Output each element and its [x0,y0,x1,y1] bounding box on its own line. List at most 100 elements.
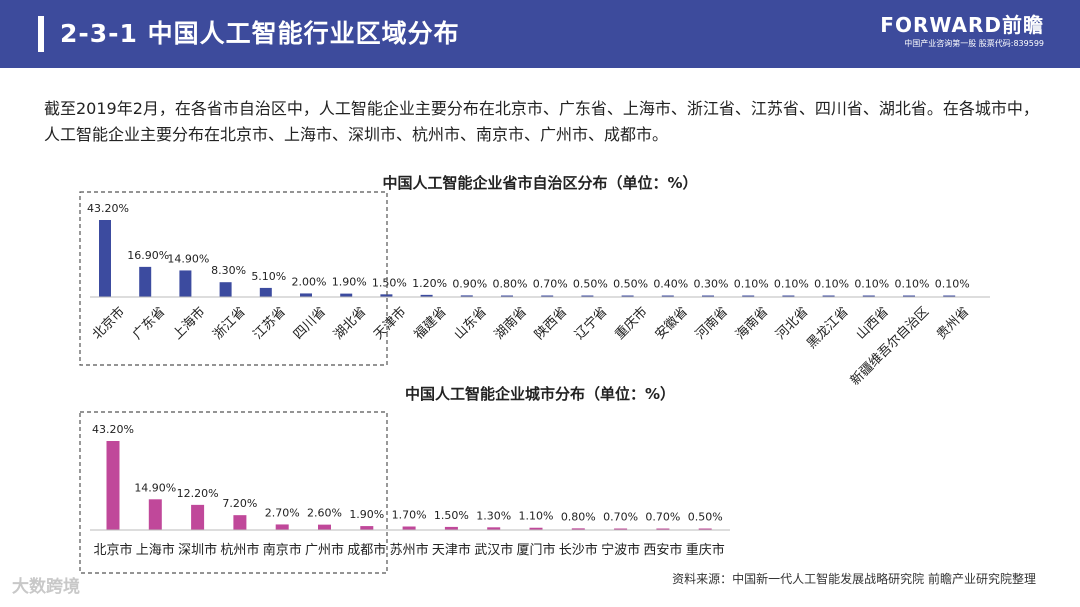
province-bar [460,295,473,297]
brand-logo-text: FORWARD前瞻 [880,13,1044,37]
province-bar [420,294,433,297]
city-bar [148,499,162,530]
city-bar [318,524,331,530]
province-category-label: 贵州省 [934,304,972,342]
city-value-label: 12.20% [177,487,219,500]
city-value-label: 1.30% [476,509,511,522]
province-value-label: 0.70% [533,278,568,291]
city-value-label: 0.70% [645,511,680,524]
province-bar [621,295,634,297]
province-value-label: 0.10% [854,278,889,291]
province-category-label: 重庆市 [612,304,651,343]
city-bar [275,524,289,530]
city-bar [698,528,712,530]
city-value-label: 43.20% [92,423,134,436]
city-category-label: 长沙市 [559,542,598,558]
city-bar [529,527,543,530]
city-category-label: 上海市 [136,542,175,558]
province-category-label: 陕西省 [532,304,570,342]
province-value-label: 14.90% [167,252,209,265]
city-bar [402,526,416,530]
province-value-label: 8.30% [211,264,246,277]
province-value-label: 0.50% [573,278,608,291]
province-category-label: 湖北省 [331,304,369,342]
province-value-label: 5.10% [251,270,286,283]
province-category-label: 安徽省 [653,304,691,342]
province-value-label: 2.00% [292,275,327,288]
province-category-label: 辽宁省 [572,304,611,343]
city-value-label: 7.20% [222,497,257,510]
city-chart-title: 中国人工智能企业城市分布（单位：%） [404,385,676,403]
province-category-label: 上海市 [170,304,209,343]
province-bar [380,294,393,297]
city-category-label: 厦门市 [516,542,555,558]
province-category-label: 河北省 [773,304,811,342]
province-category-label: 河南省 [692,304,731,343]
province-bar [661,295,674,297]
province-bar [139,266,152,297]
province-chart-title: 中国人工智能企业省市自治区分布（单位：%） [382,174,698,192]
province-bar [782,295,795,297]
province-category-label: 江苏省 [250,304,289,343]
province-value-label: 0.30% [694,278,729,291]
brand-logo: FORWARD前瞻 中国产业咨询第一股 股票代码:839599 [880,14,1044,50]
province-category-label: 湖南省 [491,304,530,343]
title-accent-bar [38,16,44,52]
province-category-label: 四川省 [291,304,329,342]
city-category-label: 天津市 [432,542,471,558]
brand-logo-tagline: 中国产业咨询第一股 股票代码:839599 [904,39,1044,48]
province-value-label: 0.10% [774,278,809,291]
province-bar [943,295,956,297]
city-value-label: 1.70% [392,508,427,521]
province-bar [541,295,554,297]
city-bar [233,515,247,530]
province-value-label: 0.10% [935,278,970,291]
province-value-label: 0.10% [734,278,769,291]
city-category-label: 广州市 [305,542,344,558]
province-bar [501,295,513,297]
city-category-label: 成都市 [347,542,386,558]
city-value-label: 0.50% [688,511,723,524]
city-bar [487,527,501,530]
province-bar [742,295,755,297]
city-value-label: 1.50% [434,509,469,522]
city-category-label: 深圳市 [178,542,217,558]
city-value-label: 2.60% [307,507,342,520]
city-highlight-box [79,411,388,574]
province-category-label: 天津市 [371,304,410,343]
province-highlight-box [79,191,388,366]
city-bar [614,528,628,530]
province-category-label: 山东省 [452,304,490,342]
city-bar [106,441,120,530]
province-category-label: 广东省 [130,304,168,342]
city-bar [571,528,585,530]
province-category-label: 北京市 [89,304,128,343]
summary-text: 截至2019年2月，在各省市自治区中，人工智能企业主要分布在北京市、广东省、上海… [44,99,1039,144]
city-category-label: 杭州市 [220,542,259,558]
city-value-label: 14.90% [134,481,176,494]
province-value-label: 0.50% [613,278,648,291]
city-category-label: 重庆市 [686,542,725,558]
province-bar [862,295,875,297]
province-bar [702,295,714,297]
province-bar [179,270,192,297]
province-bar [219,282,232,297]
header-bar: 2-3-1 中国人工智能行业区域分布 FORWARD前瞻 中国产业咨询第一股 股… [0,0,1080,68]
province-value-label: 0.10% [814,278,849,291]
city-category-label: 武汉市 [474,542,513,558]
province-category-label: 海南省 [732,304,771,343]
province-value-label: 1.50% [372,276,407,289]
province-value-label: 16.90% [127,249,169,262]
city-bar [656,528,670,530]
province-value-label: 0.40% [653,278,688,291]
province-bar [340,293,353,297]
city-category-label: 宁波市 [601,542,640,558]
city-bar [191,504,205,530]
province-value-label: 0.80% [493,278,528,291]
province-value-label: 43.20% [87,202,129,215]
page-title: 2-3-1 中国人工智能行业区域分布 [60,19,460,48]
province-category-label: 浙江省 [210,304,248,342]
city-category-label: 北京市 [93,542,132,558]
province-bar [99,220,111,297]
city-value-label: 0.80% [561,510,596,523]
